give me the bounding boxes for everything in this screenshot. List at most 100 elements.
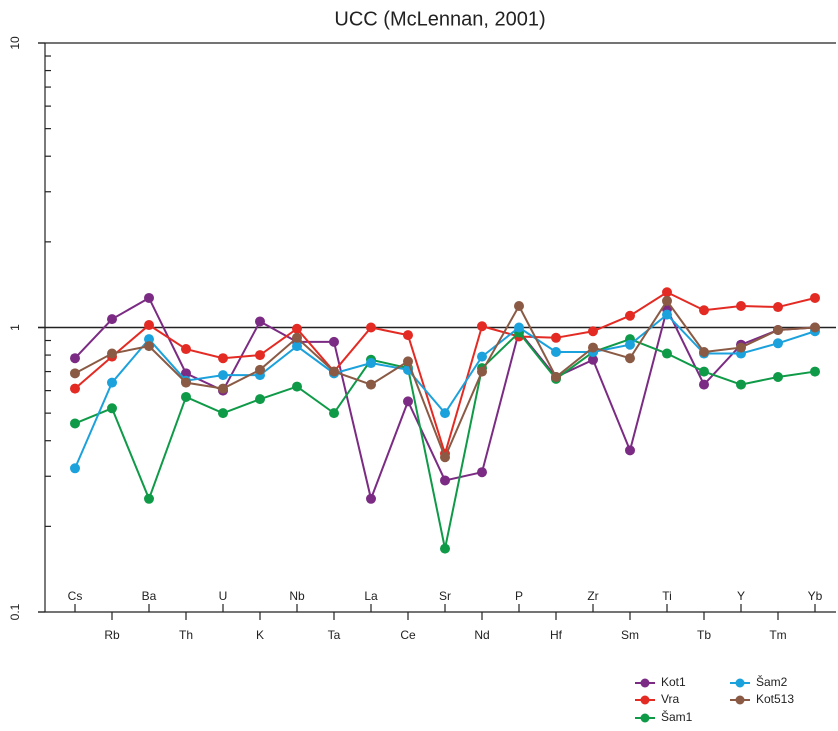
series-line [74,313,816,469]
data-point [403,356,413,367]
x-tick-label: Nb [289,589,305,603]
data-point [551,332,561,343]
data-point [773,302,783,313]
x-tick-label: Ti [662,589,672,603]
x-tick-label: Yb [808,589,823,603]
data-point [477,351,487,362]
x-tick-label: Sr [439,589,451,603]
x-tick-label: Hf [550,628,563,642]
data-point [588,354,598,365]
x-tick-label: Ce [400,628,416,642]
x-tick-label: K [256,628,264,642]
data-point [773,371,783,382]
data-point [218,370,228,381]
data-point [588,342,598,353]
legend-label: Kot1 [661,675,686,689]
data-point [218,353,228,364]
x-tick-label: La [364,589,378,603]
data-point [329,408,339,419]
data-point [625,445,635,456]
data-point [181,391,191,402]
data-point [144,341,154,352]
data-point [440,543,450,554]
data-point [255,364,265,375]
y-tick-label: 0.1 [8,603,22,620]
data-point [107,377,117,388]
data-point [255,394,265,405]
data-point [366,493,376,504]
data-point [70,418,80,429]
x-tick-label: P [515,589,523,603]
legend-marker [640,695,650,705]
data-point [70,463,80,474]
x-tick-label: Ba [142,589,157,603]
data-point [588,326,598,337]
x-tick-label: Ta [328,628,341,642]
chart-title: UCC (McLennan, 2001) [334,8,545,30]
data-point [662,309,672,320]
x-tick-label: Nd [474,628,489,642]
legend-label: Kot513 [756,692,794,706]
data-point [70,353,80,364]
data-point [144,493,154,504]
series-line [74,331,816,549]
data-point [810,322,820,333]
x-tick-label: Tm [769,628,786,642]
data-point [366,322,376,333]
x-tick-label: Sm [621,628,639,642]
data-point [218,408,228,419]
data-point [736,301,746,312]
data-point [144,320,154,331]
data-point [477,366,487,377]
x-tick-label: Tb [697,628,711,642]
x-tick-label: U [219,589,228,603]
data-point [107,348,117,359]
data-point [107,403,117,414]
data-point [440,452,450,463]
data-point [736,379,746,390]
data-point [440,475,450,486]
data-point [773,338,783,349]
data-point [551,371,561,382]
data-point [551,347,561,358]
data-point [699,305,709,316]
data-point [514,301,524,312]
x-tick-label: Rb [104,628,120,642]
data-point [292,332,302,343]
data-point [699,347,709,358]
legend-marker [640,678,650,688]
data-point [625,353,635,364]
x-tick-label: Y [737,589,745,603]
data-point [292,341,302,352]
data-point [107,314,117,325]
legend-label: Vra [661,692,680,706]
data-point [181,377,191,388]
data-point [144,334,154,345]
data-point [255,316,265,327]
x-tick-label: Th [179,628,193,642]
data-point [144,292,154,303]
legend-label: Šam2 [756,674,788,689]
data-point [662,295,672,306]
data-point [477,321,487,332]
y-tick-label: 10 [8,36,22,50]
legend-marker [735,678,745,688]
data-point [366,379,376,390]
x-tick-label: Zr [587,589,598,603]
data-point [70,383,80,394]
data-point [773,324,783,335]
data-point [329,336,339,347]
data-point [736,342,746,353]
legend-marker [735,695,745,705]
data-point [477,467,487,478]
data-point [255,350,265,361]
data-point [403,330,413,341]
data-point [514,322,524,333]
data-point [70,368,80,379]
data-point [218,383,228,394]
data-point [329,366,339,377]
data-point [699,379,709,390]
data-point [366,358,376,369]
legend-marker [640,713,650,723]
